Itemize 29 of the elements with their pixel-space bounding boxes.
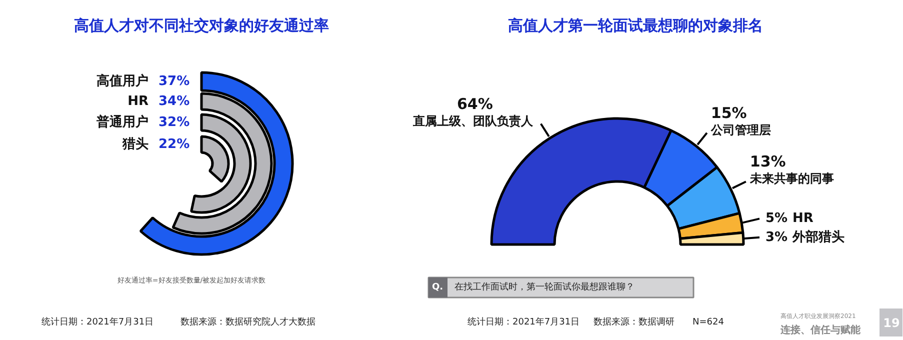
source-note: 数据来源：数据调研 [594, 316, 674, 328]
text: 统计日期：2021年7月31日 [468, 316, 580, 328]
slice-label: HR [792, 211, 814, 226]
data-label: 5% [766, 211, 788, 226]
category-label: 猎头 [122, 137, 148, 152]
text: 统计日期：2021年7月31日 [42, 316, 154, 328]
category-label: 普通用户 [96, 114, 148, 130]
text: 在找工作面试时，第一轮面试你最想跟谁聊？ [454, 282, 634, 292]
data-label: 13% [750, 152, 786, 171]
data-label: 3% [766, 230, 788, 245]
category-label: 高值用户 [96, 73, 148, 89]
data-label: 15% [710, 104, 747, 122]
text: 高值人才对不同社交对象的好友通过率 [74, 16, 329, 34]
slice-label: 外部猎头 [792, 228, 844, 245]
slice-label: 未来共事的同事 [748, 172, 834, 186]
category-label: HR [128, 94, 148, 109]
chart-title: 高值人才第一轮面试最想聊的对象排名 [508, 16, 763, 34]
slice-label: 公司管理层 [710, 122, 771, 137]
text: 连接、信任与赋能 [780, 324, 862, 336]
source-note: 数据来源：数据研究院人才大数据 [180, 316, 316, 328]
data-label: 32% [158, 115, 190, 130]
text: 19 [883, 316, 900, 330]
data-label: 22% [158, 137, 190, 152]
data-label: 64% [456, 94, 493, 113]
data-label: 37% [158, 74, 190, 89]
text: Q. [432, 282, 444, 292]
data-label: 34% [158, 94, 190, 109]
text: N=624 [692, 318, 724, 328]
slice-label: 直属上级、团队负责人 [412, 114, 534, 128]
